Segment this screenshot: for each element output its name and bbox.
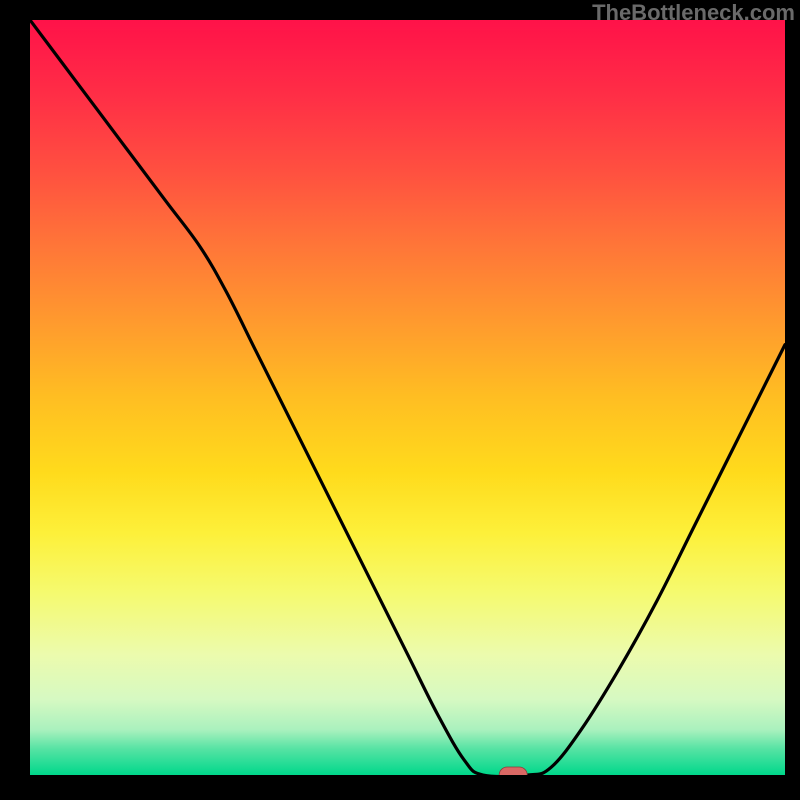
plot-area (30, 20, 785, 775)
watermark-text: TheBottleneck.com (592, 0, 795, 26)
curve-layer (30, 20, 785, 775)
optimal-marker (499, 767, 527, 775)
chart-container: TheBottleneck.com (0, 0, 800, 800)
bottleneck-curve (30, 20, 785, 775)
